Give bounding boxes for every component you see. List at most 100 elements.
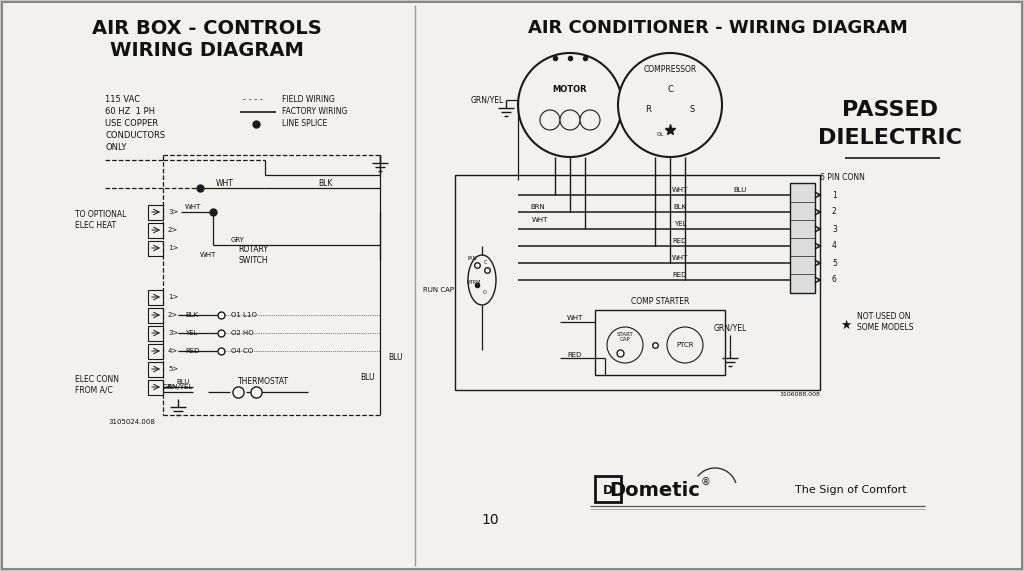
Text: 4: 4 [831,242,837,251]
Text: ★: ★ [840,319,851,332]
Text: 10: 10 [481,513,499,527]
Text: WHT: WHT [184,204,201,210]
Text: RED: RED [185,348,200,354]
Text: YEL: YEL [185,330,198,336]
Text: GRN/YEL: GRN/YEL [714,324,746,332]
Text: RED: RED [673,238,687,244]
Text: 5: 5 [831,259,837,267]
Text: THERMOSTAT: THERMOSTAT [238,377,289,387]
Bar [148,326,163,341]
Text: 3>: 3> [168,330,178,336]
Text: WHT: WHT [672,255,688,261]
Text: WHT: WHT [531,217,548,223]
Text: AIR CONDITIONER - WIRING DIAGRAM: AIR CONDITIONER - WIRING DIAGRAM [528,19,908,37]
Text: FAN: FAN [467,255,477,260]
Text: S: S [689,106,694,115]
Text: ONLY: ONLY [105,143,127,152]
Text: 6: 6 [831,275,837,284]
Text: AIR BOX - CONTROLS: AIR BOX - CONTROLS [92,18,322,38]
Text: - - - -: - - - - [243,95,263,104]
Text: USE COPPER: USE COPPER [105,119,158,128]
Text: 1>: 1> [168,245,178,251]
Text: LINE SPLICE: LINE SPLICE [282,119,328,128]
Text: 1: 1 [831,191,837,199]
Text: 115 VAC: 115 VAC [105,95,140,104]
Text: 1>: 1> [168,294,178,300]
Text: BLK: BLK [317,179,332,187]
Text: O1 L1O: O1 L1O [231,312,257,318]
Text: Dometic: Dometic [609,481,700,500]
Bar [148,308,163,323]
Text: WHT: WHT [216,179,233,187]
Bar [148,380,163,395]
Text: BLK: BLK [674,204,686,210]
Text: BLU: BLU [733,187,746,193]
Text: 4>: 4> [168,348,178,354]
Text: BLU: BLU [176,379,189,385]
Text: HTRM: HTRM [467,279,481,284]
Text: BLK: BLK [185,312,198,318]
Text: 3>: 3> [168,209,178,215]
Text: C: C [667,86,673,94]
Text: 5>: 5> [168,366,178,372]
Circle shape [518,53,622,157]
Text: O4 CO: O4 CO [231,348,253,354]
Text: FACTORY WIRING: FACTORY WIRING [282,107,347,116]
Text: ROTARY
SWITCH: ROTARY SWITCH [238,246,268,265]
Text: O2 HO: O2 HO [231,330,254,336]
Text: PTCR: PTCR [676,342,693,348]
Text: CONDUCTORS: CONDUCTORS [105,131,165,140]
Bar [148,362,163,377]
Text: TO OPTIONAL
ELEC HEAT: TO OPTIONAL ELEC HEAT [75,210,126,230]
Text: YEL: YEL [674,221,686,227]
Text: R: R [645,106,651,115]
Text: RUN CAP: RUN CAP [423,287,454,293]
Text: GRY: GRY [231,237,245,243]
Text: COMPRESSOR: COMPRESSOR [643,66,696,74]
Text: BLU: BLU [360,372,375,381]
Bar [148,241,163,256]
Text: BLU: BLU [388,353,402,363]
Bar [148,290,163,305]
Text: RED: RED [568,352,583,358]
Text: PASSED: PASSED [842,100,938,120]
Text: 2>: 2> [168,312,178,318]
Circle shape [618,53,722,157]
Text: 3105024.008: 3105024.008 [108,419,155,425]
Bar [790,183,815,293]
Text: MOTOR: MOTOR [553,86,588,94]
Bar [148,223,163,238]
Text: WHT: WHT [200,252,216,258]
Bar [148,205,163,220]
Text: DIELECTRIC: DIELECTRIC [818,128,962,148]
Text: D: D [603,484,613,497]
Text: 6>: 6> [168,384,178,390]
Bar [455,175,820,390]
Text: FIELD WIRING: FIELD WIRING [282,95,335,104]
Text: WHT: WHT [672,187,688,193]
Text: C: C [483,260,486,266]
Text: RED: RED [673,272,687,278]
Text: BRN: BRN [530,204,546,210]
Circle shape [580,110,600,130]
Text: WHT: WHT [567,315,584,321]
Text: 3106088.008: 3106088.008 [779,392,820,397]
Text: 3: 3 [831,224,837,234]
Bar [595,310,725,375]
Text: COMP STARTER: COMP STARTER [631,297,689,307]
Text: 2>: 2> [168,227,178,233]
Text: GRN/YEL: GRN/YEL [470,95,504,104]
Text: 2: 2 [831,207,837,216]
Circle shape [560,110,580,130]
Bar [595,476,621,502]
Text: NOT USED ON
SOME MODELS: NOT USED ON SOME MODELS [857,312,913,332]
Text: O: O [483,289,486,295]
Text: 60 HZ  1 PH: 60 HZ 1 PH [105,107,155,116]
Text: ®: ® [700,477,710,487]
Text: START
CAP: START CAP [616,332,634,343]
Text: WIRING DIAGRAM: WIRING DIAGRAM [110,41,304,59]
Bar [148,344,163,359]
Text: GRN/YEL: GRN/YEL [163,384,194,390]
Text: ELEC CONN
FROM A/C: ELEC CONN FROM A/C [75,375,119,395]
Text: The Sign of Comfort: The Sign of Comfort [795,485,906,495]
